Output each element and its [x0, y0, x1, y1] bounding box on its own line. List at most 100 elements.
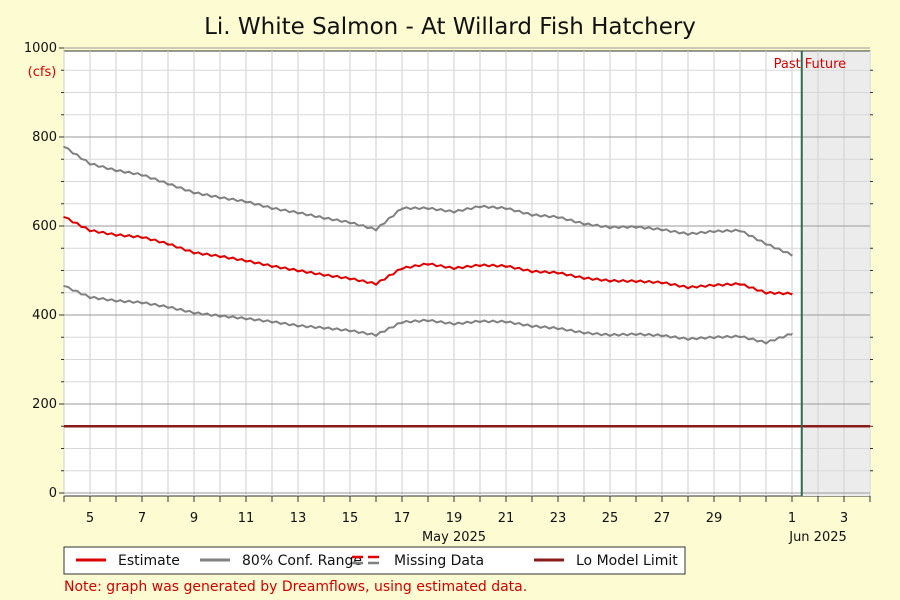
- data-point: [219, 315, 221, 317]
- x-tick-label: 19: [446, 511, 463, 526]
- past-label: Past: [774, 57, 801, 72]
- chart-title: Li. White Salmon - At Willard Fish Hatch…: [204, 14, 696, 40]
- data-point: [115, 234, 117, 236]
- data-point: [453, 267, 455, 270]
- data-point: [63, 285, 65, 287]
- data-point: [401, 207, 403, 209]
- x-tick-label: 9: [190, 511, 198, 526]
- data-point: [661, 228, 663, 231]
- y-tick-label: 800: [32, 130, 57, 145]
- data-point: [271, 265, 273, 267]
- legend-label: 80% Conf. Range: [242, 553, 362, 569]
- y-tick-label: 400: [32, 308, 57, 323]
- data-point: [401, 321, 403, 323]
- data-point: [375, 283, 377, 285]
- data-point: [791, 332, 793, 335]
- y-tick-label: 0: [49, 486, 57, 501]
- data-point: [219, 196, 221, 199]
- data-point: [453, 323, 455, 325]
- data-point: [713, 336, 715, 339]
- data-point: [765, 341, 767, 344]
- grid: [63, 47, 871, 496]
- series-line-0: [63, 216, 793, 296]
- legend: Estimate 80% Conf. Range Missing Data Lo Mo…: [63, 546, 686, 575]
- data-point: [167, 243, 169, 245]
- data-point: [427, 207, 429, 209]
- legend-label: Missing Data: [394, 553, 484, 569]
- data-point: [427, 319, 429, 322]
- data-point: [193, 251, 195, 254]
- future-label: Future: [805, 57, 846, 72]
- x-tick-label: 29: [706, 511, 723, 526]
- data-point: [505, 207, 507, 209]
- x-tick-label: 15: [342, 511, 359, 526]
- data-point: [479, 205, 481, 208]
- data-point: [531, 214, 533, 216]
- data-point: [609, 226, 611, 229]
- data-point: [89, 296, 91, 299]
- data-point: [167, 182, 169, 185]
- data-point: [609, 334, 611, 336]
- data-point: [115, 299, 117, 302]
- footnote: Note: graph was generated by Dreamflows,…: [64, 579, 527, 595]
- series-line-2: [63, 285, 793, 345]
- data-point: [791, 254, 793, 256]
- data-point: [583, 332, 585, 334]
- data-point: [609, 279, 611, 282]
- data-point: [583, 222, 585, 225]
- data-point: [479, 320, 481, 323]
- data-point: [401, 267, 403, 270]
- data-point: [687, 286, 689, 289]
- x-tick-label: 3: [840, 511, 848, 526]
- data-point: [713, 230, 715, 233]
- data-point: [63, 145, 65, 148]
- data-point: [531, 270, 533, 273]
- x-tick-label: 17: [394, 511, 411, 526]
- data-point: [765, 291, 767, 294]
- data-point: [557, 216, 559, 218]
- data-point: [271, 207, 273, 209]
- series: [63, 145, 870, 428]
- y-tick-label: 600: [32, 219, 57, 234]
- y-tick-label: 200: [32, 397, 57, 412]
- data-point: [635, 333, 637, 335]
- data-point: [531, 325, 533, 327]
- data-point: [739, 283, 741, 285]
- data-point: [349, 221, 351, 224]
- data-point: [349, 277, 351, 280]
- data-point: [245, 259, 247, 262]
- x-tick-label: 25: [602, 511, 619, 526]
- y-tick-label: 1000: [24, 41, 57, 56]
- legend-label: Estimate: [118, 553, 180, 569]
- data-point: [557, 271, 559, 274]
- data-point: [505, 320, 507, 323]
- data-point: [141, 174, 143, 176]
- y-axis-unit-label: (cfs): [28, 65, 57, 80]
- data-point: [297, 211, 299, 214]
- data-point: [63, 216, 65, 218]
- data-point: [193, 191, 195, 194]
- data-point: [375, 334, 377, 336]
- data-point: [193, 311, 195, 314]
- x-tick-label: 1: [788, 511, 796, 526]
- data-point: [323, 327, 325, 329]
- data-point: [479, 264, 481, 266]
- data-point: [141, 236, 143, 238]
- data-point: [661, 334, 663, 337]
- data-point: [349, 329, 351, 332]
- data-point: [245, 200, 247, 203]
- data-point: [297, 269, 299, 272]
- data-point: [635, 226, 637, 228]
- data-point: [505, 265, 507, 267]
- x-tick-label: 13: [290, 511, 307, 526]
- data-point: [687, 338, 689, 340]
- data-point: [687, 233, 689, 235]
- data-point: [141, 301, 143, 304]
- data-point: [219, 255, 221, 258]
- data-point: [89, 229, 91, 232]
- data-point: [375, 228, 377, 231]
- data-point: [661, 281, 663, 284]
- x-month-label: Jun 2025: [788, 530, 847, 545]
- data-point: [89, 162, 91, 165]
